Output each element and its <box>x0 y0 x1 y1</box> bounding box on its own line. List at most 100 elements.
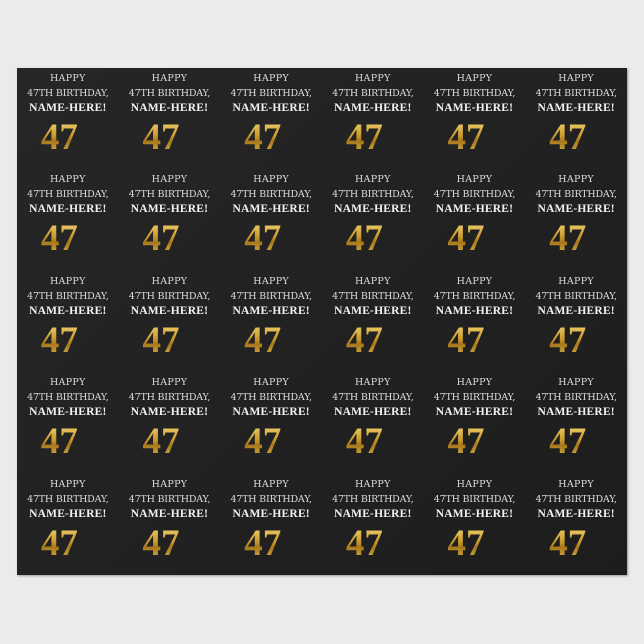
age-number: 47th <box>119 525 221 562</box>
name-text: NAME-HERE! <box>232 203 310 216</box>
happy-text: HAPPY <box>49 174 86 186</box>
pattern-tile: HAPPY 47TH BIRTHDAY, NAME-HERE! 47th <box>119 169 221 270</box>
birthday-text: 47TH BIRTHDAY, <box>535 392 617 404</box>
age-digits: 47 <box>345 522 383 564</box>
birthday-text: 47TH BIRTHDAY, <box>27 493 109 505</box>
pattern-tile: HAPPY 47TH BIRTHDAY, NAME-HERE! 47th <box>525 474 627 575</box>
age-digits: 47 <box>345 319 383 361</box>
ordinal-suffix: th <box>586 420 604 442</box>
age-digits: 47 <box>244 421 282 463</box>
ordinal-suffix: th <box>179 420 197 442</box>
ordinal-suffix: th <box>281 318 299 340</box>
age-digits: 47 <box>447 117 485 158</box>
name-text: NAME-HERE! <box>334 203 412 216</box>
happy-text: HAPPY <box>354 275 391 287</box>
happy-text: HAPPY <box>151 174 188 186</box>
age-number: 47th <box>119 220 221 257</box>
happy-text: HAPPY <box>456 377 493 389</box>
age-number: 47th <box>424 525 526 562</box>
birthday-text: 47TH BIRTHDAY, <box>230 493 312 505</box>
birthday-text: 47TH BIRTHDAY, <box>230 189 312 201</box>
birthday-text: 47TH BIRTHDAY, <box>433 290 516 302</box>
name-text: NAME-HERE! <box>130 203 209 216</box>
pattern-tile: HAPPY 47TH BIRTHDAY, NAME-HERE! 47th <box>424 474 526 575</box>
birthday-text: 47TH BIRTHDAY, <box>535 493 617 505</box>
age-number: 47th <box>17 423 119 460</box>
ordinal-suffix: th <box>586 521 604 543</box>
age-number: 47th <box>17 525 119 562</box>
ordinal-suffix: th <box>281 521 299 543</box>
ordinal-suffix: th <box>179 521 197 543</box>
happy-text: HAPPY <box>253 174 289 186</box>
ordinal-suffix: th <box>179 116 197 137</box>
pattern-tile: HAPPY 47TH BIRTHDAY, NAME-HERE! 47th <box>220 474 322 575</box>
birthday-text: 47TH BIRTHDAY, <box>128 88 211 99</box>
age-digits: 47 <box>40 218 78 260</box>
birthday-text: 47TH BIRTHDAY, <box>128 392 211 404</box>
name-text: NAME-HERE! <box>537 304 615 317</box>
name-text: NAME-HERE! <box>435 102 514 114</box>
age-digits: 47 <box>244 522 282 564</box>
birthday-text: 47TH BIRTHDAY, <box>535 189 617 201</box>
ordinal-suffix: th <box>382 521 400 543</box>
pattern-tile: HAPPY 47TH BIRTHDAY, NAME-HERE! 47th <box>322 474 424 575</box>
name-text: NAME-HERE! <box>537 203 615 216</box>
birthday-text: 47TH BIRTHDAY, <box>27 290 109 302</box>
age-digits: 47 <box>244 117 282 158</box>
age-digits: 47 <box>549 218 587 260</box>
age-digits: 47 <box>142 421 180 463</box>
age-number: 47th <box>220 119 322 156</box>
birthday-text: 47TH BIRTHDAY, <box>128 189 211 201</box>
age-digits: 47 <box>549 421 587 463</box>
pattern-tile: HAPPY 47TH BIRTHDAY, NAME-HERE! 47th <box>525 271 627 372</box>
name-text: NAME-HERE! <box>130 102 209 114</box>
pattern-tile: HAPPY 47TH BIRTHDAY, NAME-HERE! 47th <box>525 68 627 169</box>
age-number: 47th <box>17 322 119 359</box>
pattern-tile: HAPPY 47TH BIRTHDAY, NAME-HERE! 47th <box>424 169 526 270</box>
birthday-text: 47TH BIRTHDAY, <box>433 88 516 99</box>
birthday-text: 47TH BIRTHDAY, <box>230 290 312 302</box>
name-text: NAME-HERE! <box>334 406 412 419</box>
age-number: 47th <box>424 220 526 257</box>
happy-text: HAPPY <box>558 377 594 389</box>
age-number: 47th <box>220 220 322 257</box>
age-number: 47th <box>119 322 221 359</box>
ordinal-suffix: th <box>586 217 604 239</box>
pattern-tile: HAPPY 47TH BIRTHDAY, NAME-HERE! 47th <box>424 68 526 169</box>
pattern-tile: HAPPY 47TH BIRTHDAY, NAME-HERE! 47th <box>220 271 322 372</box>
birthday-text: 47TH BIRTHDAY, <box>433 189 516 201</box>
pattern-tile: HAPPY 47TH BIRTHDAY, NAME-HERE! 47th <box>220 169 322 270</box>
happy-text: HAPPY <box>49 275 86 287</box>
birthday-text: 47TH BIRTHDAY, <box>535 88 617 99</box>
name-text: NAME-HERE! <box>130 406 209 419</box>
pattern-tile: HAPPY 47TH BIRTHDAY, NAME-HERE! 47th <box>119 474 221 575</box>
pattern-tile: HAPPY 47TH BIRTHDAY, NAME-HERE! 47th <box>525 169 627 270</box>
age-digits: 47 <box>345 218 383 260</box>
pattern-tile: HAPPY 47TH BIRTHDAY, NAME-HERE! 47th <box>17 474 119 575</box>
age-number: 47th <box>525 322 627 359</box>
name-text: NAME-HERE! <box>435 507 514 520</box>
ordinal-suffix: th <box>77 116 95 137</box>
age-digits: 47 <box>40 522 78 564</box>
birthday-text: 47TH BIRTHDAY, <box>535 290 617 302</box>
age-digits: 47 <box>549 319 587 361</box>
pattern-tile: HAPPY 47TH BIRTHDAY, NAME-HERE! 47th <box>119 271 221 372</box>
happy-text: HAPPY <box>558 478 594 490</box>
happy-text: HAPPY <box>354 174 391 186</box>
ordinal-suffix: th <box>382 116 400 137</box>
ordinal-suffix: th <box>484 318 502 340</box>
age-number: 47th <box>220 423 322 460</box>
happy-text: HAPPY <box>49 377 86 389</box>
happy-text: HAPPY <box>354 73 391 84</box>
name-text: NAME-HERE! <box>29 406 107 419</box>
age-digits: 47 <box>40 421 78 463</box>
pattern-tile: HAPPY 47TH BIRTHDAY, NAME-HERE! 47th <box>17 169 119 270</box>
pattern-tile: HAPPY 47TH BIRTHDAY, NAME-HERE! 47th <box>220 372 322 473</box>
happy-text: HAPPY <box>456 275 493 287</box>
happy-text: HAPPY <box>456 73 493 84</box>
age-number: 47th <box>220 525 322 562</box>
birthday-text: 47TH BIRTHDAY, <box>27 88 109 99</box>
age-digits: 47 <box>345 117 383 158</box>
age-digits: 47 <box>40 319 78 361</box>
pattern-tile: HAPPY 47TH BIRTHDAY, NAME-HERE! 47th <box>424 271 526 372</box>
